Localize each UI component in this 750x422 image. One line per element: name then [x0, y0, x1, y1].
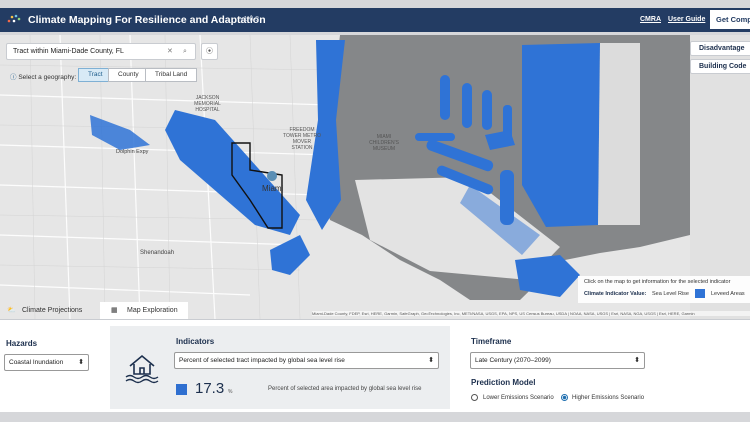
stat-unit: %: [228, 389, 233, 395]
stat-description: Percent of selected area impacted by glo…: [268, 386, 422, 392]
indicators-label: Indicators: [176, 337, 215, 346]
stat-value: 17.3: [195, 380, 225, 397]
map[interactable]: [0, 35, 750, 319]
attribution: Miami-Dade County, FDEP, Esri, HERE, Gar…: [312, 311, 750, 316]
legend-hint: Click on the map to get information for …: [584, 279, 731, 285]
map-label: Dolphin Expy: [116, 149, 149, 155]
prediction-model-label: Prediction Model: [471, 378, 536, 387]
radio-label: Higher Emissions Scenario: [572, 395, 645, 401]
legend-label: Climate Indicator Value:: [584, 291, 647, 297]
legend-item: Sea Level Rise: [652, 291, 689, 297]
tab[interactable]: ⛅ Climate Projections: [7, 307, 83, 314]
radio-label: Lower Emissions Scenario: [483, 395, 554, 401]
hazards-label: Hazards: [6, 339, 38, 348]
timeframe-dropdown[interactable]: Late Century (2070–2099): [470, 352, 645, 369]
geography-label-text: Select a geography:: [18, 74, 77, 81]
legend-item: Leveed Areas: [711, 291, 745, 297]
map-label: JACKSON MEMORIAL HOSPITAL: [194, 95, 221, 113]
map-label: FREEDOM TOWER METRO MOVER STATION: [283, 127, 321, 151]
geography-label: ⓘ Select a geography:: [10, 74, 77, 81]
search-icon[interactable]: ⌕: [183, 48, 187, 55]
search-box[interactable]: Tract within Miami-Dade County, FL ✕ ⌕: [6, 43, 196, 60]
tab-label: Climate Projections: [22, 307, 83, 314]
app-title: Climate Mapping For Resilience and Adapt…: [28, 14, 266, 26]
indicators-dropdown[interactable]: Percent of selected tract impacted by gl…: [174, 352, 439, 369]
legend: [578, 276, 750, 303]
side-button[interactable]: Disadvantage: [690, 41, 750, 56]
geography-option[interactable]: Tribal Land: [145, 68, 198, 82]
map-label: Shenandoah: [140, 250, 175, 256]
inundation-icon: [125, 354, 159, 384]
nav-link[interactable]: CMRA: [640, 16, 661, 23]
tab[interactable]: ▦ Map Exploration: [100, 302, 188, 319]
logo: [7, 14, 21, 23]
map-label: Miami: [262, 184, 284, 193]
search-value: Tract within Miami-Dade County, FL: [13, 48, 124, 55]
nav-link[interactable]: User Guide: [668, 16, 706, 23]
header-button[interactable]: Get Comp: [710, 10, 750, 29]
legend-swatch: [695, 289, 705, 298]
version: v1.0.3: [240, 16, 260, 23]
tab-label: Map Exploration: [127, 307, 178, 314]
hazards-dropdown[interactable]: Coastal Inundation: [4, 354, 89, 371]
stat-swatch: [176, 384, 187, 395]
radio-button[interactable]: [471, 394, 478, 401]
header: [0, 8, 750, 32]
timeframe-label: Timeframe: [471, 337, 512, 346]
side-button[interactable]: Building Code: [690, 59, 750, 74]
clear-icon[interactable]: ✕: [167, 48, 173, 55]
locate-button[interactable]: ⦿: [201, 43, 218, 60]
geography-option[interactable]: County: [108, 68, 149, 82]
radio-button[interactable]: [561, 394, 568, 401]
map-label: MIAMI CHILDREN'S MUSEUM: [369, 134, 399, 152]
